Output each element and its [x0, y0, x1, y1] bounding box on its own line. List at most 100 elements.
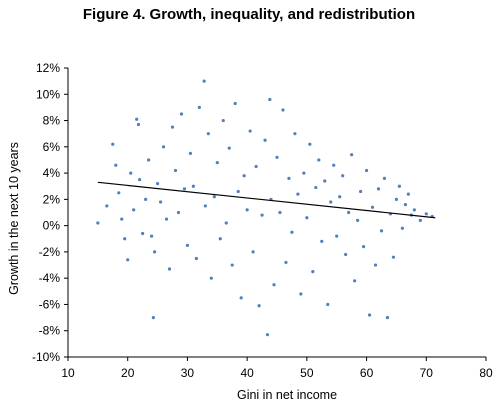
x-axis-ticks: 10 20 30 40 50 60 70 80: [61, 357, 493, 380]
scatter-point: [268, 97, 272, 102]
scatter-point: [129, 171, 133, 175]
scatter-point: [111, 142, 115, 146]
scatter-point: [332, 163, 336, 167]
scatter-point: [338, 195, 342, 199]
scatter-point: [151, 315, 155, 320]
scatter-point: [314, 185, 318, 190]
scatter-point: [323, 179, 327, 183]
x-tick-label: 10: [61, 366, 75, 380]
scatter-point: [361, 245, 366, 249]
scatter-point: [218, 237, 222, 241]
scatter-point: [141, 231, 145, 236]
scatter-point: [117, 191, 121, 195]
x-axis-title: Gini in net income: [237, 388, 337, 402]
scatter-point: [335, 234, 339, 238]
x-tick-label: 50: [300, 366, 314, 380]
scatter-point: [287, 176, 291, 180]
scatter-point: [350, 153, 354, 157]
y-tick-label: -10%: [32, 350, 60, 364]
scatter-point: [167, 267, 172, 271]
scatter-point: [206, 132, 210, 136]
scatter-point: [176, 210, 181, 215]
scatter-point: [138, 178, 142, 182]
scatter-point: [260, 213, 264, 217]
x-tick-label: 40: [240, 366, 254, 380]
scatter-point: [126, 258, 130, 262]
scatter-point: [275, 155, 279, 159]
scatter-point: [114, 163, 118, 167]
scatter-point: [242, 174, 246, 178]
scatter-point: [215, 160, 219, 165]
scatter-point: [197, 105, 201, 110]
scatter-point: [373, 263, 378, 267]
y-tick-label: -8%: [39, 324, 61, 338]
axes: [67, 68, 486, 358]
scatter-point: [317, 158, 321, 162]
y-tick-label: 10%: [36, 87, 60, 101]
scatter-point: [406, 192, 410, 196]
scatter-point: [356, 218, 360, 222]
x-tick-label: 70: [420, 366, 434, 380]
y-tick-label: -4%: [39, 271, 61, 285]
scatter-point: [382, 176, 387, 180]
scatter-point: [230, 263, 234, 267]
y-tick-label: 0%: [43, 219, 61, 233]
scatter-point: [221, 118, 225, 123]
scatter-point: [203, 204, 207, 208]
scatter-point: [161, 145, 166, 149]
scatter-point: [182, 187, 187, 191]
y-tick-label: 8%: [43, 114, 61, 128]
scatter-point: [397, 184, 402, 188]
scatter-point: [185, 243, 190, 247]
scatter-point: [120, 217, 124, 221]
scatter-point: [293, 132, 297, 136]
scatter-point: [248, 129, 252, 133]
scatter-point: [227, 146, 231, 150]
scatter-point: [245, 208, 249, 212]
scatter-point: [344, 252, 348, 257]
scatter-point: [123, 237, 127, 241]
scatter-point: [391, 255, 396, 259]
scatter-point: [379, 229, 384, 233]
scatter-point: [105, 204, 109, 208]
scatter-point: [412, 208, 416, 212]
scatter-points: [96, 79, 434, 337]
scatter-point: [281, 108, 285, 112]
scatter-point: [308, 142, 312, 146]
scatter-point: [173, 168, 178, 173]
scatter-point: [209, 276, 213, 280]
scatter-point: [278, 210, 282, 215]
y-tick-label: 12%: [36, 61, 60, 75]
scatter-point: [147, 158, 151, 162]
scatter-point: [194, 256, 198, 261]
scatter-point: [394, 197, 399, 201]
scatter-point: [284, 260, 288, 265]
x-tick-label: 30: [181, 366, 195, 380]
scatter-point: [424, 212, 428, 216]
scatter-point: [326, 302, 330, 307]
scatter-point: [233, 101, 237, 106]
scatter-point: [263, 138, 267, 142]
scatter-point: [224, 221, 228, 225]
scatter-point: [364, 168, 369, 173]
scatter-point: [385, 315, 390, 320]
scatter-point: [400, 226, 404, 230]
scatter-point: [311, 270, 315, 274]
scatter-point: [164, 217, 169, 221]
scatter-point: [359, 189, 363, 194]
y-tick-label: 6%: [43, 140, 61, 154]
y-tick-label: -6%: [39, 297, 61, 311]
x-tick-label: 20: [121, 366, 135, 380]
y-axis-ticks: -10% -8% -6% -4% -2% 0% 2% 4% 6% 8% 10% 12%: [32, 61, 68, 364]
chart-title: Figure 4. Growth, inequality, and redist…: [82, 6, 416, 23]
scatter-point: [251, 250, 255, 254]
x-tick-label: 60: [360, 366, 374, 380]
scatter-point: [367, 313, 372, 317]
scatter-point: [179, 112, 184, 116]
scatter-point: [132, 208, 136, 212]
scatter-point: [150, 234, 154, 238]
scatter-point: [370, 205, 375, 209]
scatter-point: [170, 125, 175, 129]
scatter-point: [136, 122, 141, 127]
